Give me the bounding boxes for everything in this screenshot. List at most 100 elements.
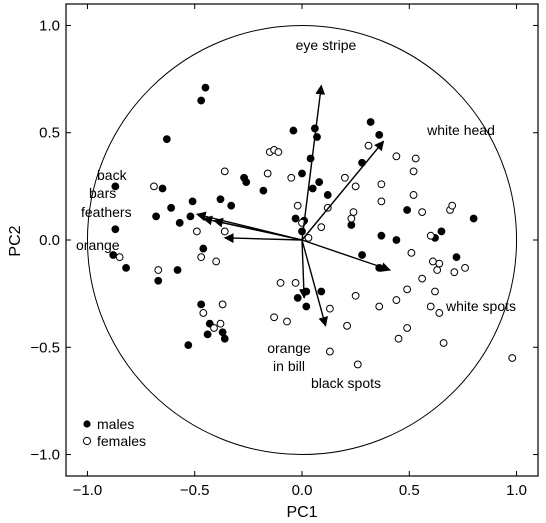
male-point [377, 231, 386, 240]
loading-label-feathers: feathers [81, 204, 132, 220]
male-point [392, 236, 401, 244]
female-point [287, 173, 296, 182]
male-point [298, 169, 306, 178]
male-point [197, 96, 206, 105]
male-point [289, 126, 298, 135]
correlation-circle [86, 24, 518, 456]
loading-label-eye-stripe: eye stripe [296, 37, 357, 53]
legend-label-females: females [97, 433, 146, 449]
loading-arrow-white-spots [301, 239, 391, 272]
male-point [218, 328, 227, 337]
loading-label-orange-in-bill-line2: in bill [273, 358, 305, 374]
male-point [293, 294, 302, 302]
female-point [407, 248, 416, 257]
female-point [418, 274, 427, 283]
female-point [325, 347, 334, 356]
loading-arrow-white-head [301, 140, 385, 241]
female-point [433, 266, 442, 274]
female-point [276, 279, 285, 287]
male-point [184, 341, 193, 350]
male-point [162, 135, 171, 144]
female-point [210, 324, 218, 332]
loading-arrow-feathers [202, 215, 303, 241]
y-tick-label: −1.0 [30, 447, 60, 464]
female-point [353, 360, 362, 369]
x-axis-title: PC1 [286, 504, 317, 521]
female-point [347, 214, 356, 223]
loading-label-black-spots: black spots [311, 375, 381, 391]
female-point [377, 197, 386, 206]
male-point [298, 227, 306, 236]
male-point [188, 197, 197, 206]
female-point [418, 208, 427, 217]
female-point [351, 291, 360, 300]
loading-arrow-orange-in-bill [298, 239, 309, 299]
loading-label-white-spots: white spots [445, 298, 516, 314]
y-tick-label: −0.5 [30, 339, 60, 356]
female-point [291, 279, 300, 287]
female-point [364, 141, 373, 150]
female-point [375, 302, 384, 311]
legend-marker-males [83, 420, 91, 428]
male-point [315, 178, 324, 186]
scatter-points [109, 83, 517, 369]
female-point [435, 259, 444, 268]
y-tick-label: 0.0 [39, 232, 60, 249]
male-point [220, 334, 229, 343]
loading-label-orange: orange [76, 237, 120, 253]
y-axis-title: PC2 [7, 225, 24, 256]
female-point [439, 339, 448, 347]
x-axis-ticks: −1.0 −0.5 0.0 0.5 1.0 [73, 4, 527, 499]
male-point [242, 178, 251, 186]
x-tick-label: 1.0 [506, 482, 527, 499]
female-point [154, 266, 163, 274]
female-point [218, 300, 227, 309]
female-point [216, 319, 225, 328]
female-point [426, 302, 435, 311]
female-point [461, 263, 469, 272]
female-point [293, 201, 302, 210]
male-point [111, 225, 120, 234]
female-point [411, 154, 420, 163]
female-point [197, 253, 206, 262]
loading-label-bars: bars [89, 185, 116, 201]
male-point [347, 221, 356, 229]
loading-arrow-black-spots [301, 239, 328, 327]
female-point [270, 313, 279, 322]
female-point [317, 223, 326, 232]
male-point [308, 184, 317, 193]
female-point [431, 287, 439, 296]
female-point [212, 257, 221, 266]
loading-arrows [195, 84, 391, 327]
loading-arrow-eye-stripe [301, 84, 326, 241]
male-point [122, 263, 130, 272]
loading-label-back: back [97, 167, 128, 183]
female-point [428, 257, 437, 266]
male-point [175, 218, 184, 227]
male-point [358, 251, 366, 259]
male-point [158, 184, 167, 193]
loading-label-white-head: white head [426, 122, 495, 138]
male-point [111, 182, 120, 191]
female-point [426, 231, 435, 240]
male-point [197, 300, 206, 309]
female-point [392, 296, 401, 304]
female-point [508, 354, 517, 362]
y-tick-label: 0.5 [39, 125, 60, 142]
male-point [469, 214, 478, 223]
male-point [323, 191, 332, 199]
female-point [409, 191, 418, 199]
x-tick-label: 0.0 [292, 482, 313, 499]
x-tick-label: −1.0 [73, 482, 103, 499]
female-point [283, 317, 291, 326]
male-point [366, 118, 375, 126]
male-point [302, 302, 311, 311]
female-point [325, 304, 334, 313]
female-point [150, 182, 158, 191]
male-point [259, 186, 268, 195]
male-point [199, 244, 208, 253]
male-point [227, 201, 236, 210]
female-point [220, 167, 229, 176]
male-point [186, 212, 195, 221]
